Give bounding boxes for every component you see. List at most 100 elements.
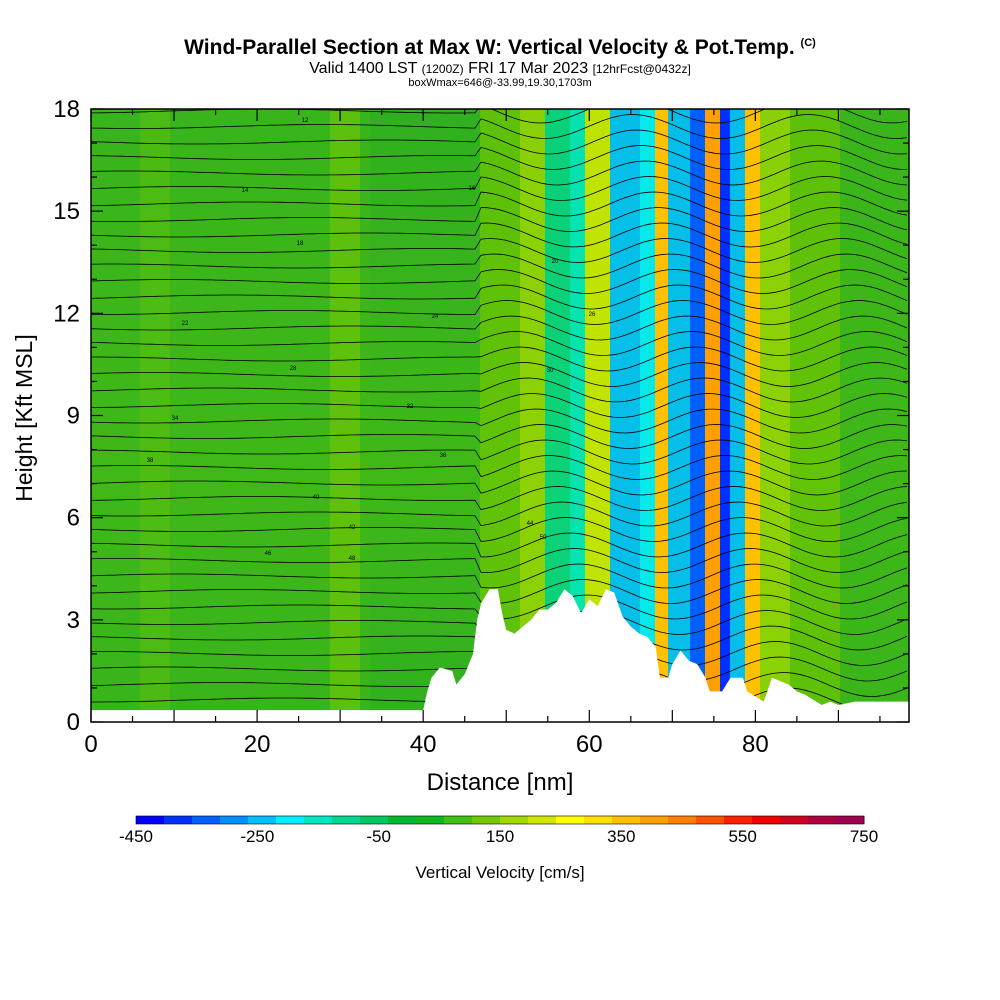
- terrain: [91, 589, 909, 722]
- colorbar-tick-label: 550: [728, 827, 757, 846]
- velocity-band: [91, 109, 370, 722]
- isentrope-line: [91, 393, 908, 418]
- isentrope-line: [91, 129, 908, 155]
- colorbar-swatch: [584, 816, 613, 824]
- theta-label: 50: [540, 535, 547, 541]
- forecast-info: [12hrFcst@0432z]: [592, 62, 691, 76]
- colorbar-swatch: [640, 816, 669, 824]
- colorbar: [135, 815, 865, 825]
- colorbar-swatch: [836, 816, 865, 824]
- isentrope-line: [91, 238, 908, 263]
- isentropes: [91, 84, 908, 713]
- colorbar-swatch: [724, 816, 753, 824]
- axis-ticks: [90, 108, 909, 723]
- x-tick-label: 80: [742, 731, 769, 758]
- theta-label: 30: [547, 368, 554, 374]
- isentrope-line: [91, 207, 908, 232]
- velocity-band: [668, 109, 690, 722]
- isentrope-line: [91, 84, 907, 108]
- theta-label: 14: [242, 188, 249, 194]
- colorbar-swatch: [528, 816, 557, 824]
- isentrope-line: [91, 346, 908, 372]
- colorbar-swatch: [808, 816, 837, 824]
- theta-label: 12: [302, 118, 309, 124]
- velocity-band: [790, 109, 840, 722]
- colorbar-swatch: [668, 816, 697, 824]
- y-tick-label: 15: [53, 198, 80, 225]
- valid-prefix: Valid 1400 LST: [309, 60, 418, 77]
- x-axis-label: Distance [nm]: [427, 769, 574, 796]
- isentrope-line: [91, 300, 908, 325]
- colorbar-swatch: [416, 816, 445, 824]
- velocity-band: [720, 109, 730, 722]
- colorbar-swatch: [612, 816, 641, 824]
- colorbar-swatch: [696, 816, 725, 824]
- theta-label: 46: [265, 551, 272, 557]
- colorbar-swatch: [276, 816, 305, 824]
- isentrope-line: [91, 284, 908, 310]
- isentrope-line: [91, 145, 908, 170]
- isentrope-line: [91, 331, 908, 356]
- theta-label: 36: [440, 453, 447, 459]
- isentrope-line: [91, 269, 908, 294]
- theta-label: 16: [469, 186, 476, 192]
- y-tick-label: 0: [67, 709, 80, 736]
- theta-label: 38: [147, 458, 154, 464]
- velocity-band: [640, 109, 655, 722]
- isentrope-line: [91, 486, 908, 511]
- theta-label: 26: [589, 312, 596, 318]
- box-wmax-line: boxWmax=646@-33.99,19.30,1703m: [408, 77, 592, 89]
- colorbar-swatch: [472, 816, 501, 824]
- isentrope-line: [91, 439, 908, 465]
- isentrope-line: [91, 191, 908, 217]
- theta-label: 20: [552, 259, 559, 265]
- isentrope-line: [91, 315, 908, 341]
- isentrope-line: [91, 455, 908, 480]
- colorbar-swatch: [388, 816, 417, 824]
- copyright-mark: (C): [800, 37, 816, 49]
- colorbar-tick-label: 350: [607, 827, 636, 846]
- isentrope-line: [91, 470, 908, 496]
- isentrope-line: [91, 517, 908, 542]
- colorbar-swatch: [500, 816, 529, 824]
- velocity-band: [140, 109, 170, 722]
- colorbar-swatch: [304, 816, 333, 824]
- velocity-band: [655, 109, 668, 722]
- x-tick-label: 20: [244, 731, 271, 758]
- colorbar-swatch: [360, 816, 389, 824]
- theta-label: 40: [313, 495, 320, 501]
- isentrope-line: [91, 563, 908, 589]
- colorbar-swatch: [780, 816, 809, 824]
- chart-title: Wind-Parallel Section at Max W: Vertical…: [0, 36, 1000, 60]
- y-tick-label: 18: [53, 96, 80, 123]
- isentrope-line: [91, 408, 908, 434]
- theta-label: 24: [432, 314, 439, 320]
- theta-label: 42: [349, 525, 356, 531]
- theta-labels: 12 14 16 18 20 22 24 26 28 30 32 34 36 38 40 42 44 46 48 50: [147, 118, 596, 562]
- theta-label: 28: [290, 366, 297, 372]
- isentrope-line: [91, 501, 908, 527]
- colorbar-swatch: [192, 816, 221, 824]
- valid-time: Valid 1400 LST (1200Z) FRI 17 Mar 2023 […: [0, 60, 1000, 78]
- y-tick-label: 12: [53, 300, 80, 327]
- colorbar-tick-label: -450: [118, 827, 154, 846]
- isentrope-line: [91, 222, 908, 248]
- theta-label: 18: [297, 241, 304, 247]
- theta-label: 34: [172, 416, 179, 422]
- theta-label: 32: [407, 404, 414, 410]
- y-tick-label: 6: [67, 505, 80, 532]
- y-tick-label: 9: [67, 403, 80, 430]
- isentrope-line: [91, 377, 908, 403]
- velocity-band: [690, 109, 705, 722]
- isentrope-line: [91, 548, 908, 573]
- colorbar-swatch: [220, 816, 249, 824]
- isentrope-line: [91, 532, 908, 558]
- x-tick-labels: 0 20 40 60 80: [84, 731, 768, 758]
- velocity-band: [730, 109, 745, 722]
- colorbar-tick-label: -50: [366, 827, 391, 846]
- velocity-band: [760, 109, 790, 722]
- valid-utc: (1200Z): [421, 62, 464, 76]
- theta-label: 48: [349, 556, 356, 562]
- colorbar-swatch: [248, 816, 277, 824]
